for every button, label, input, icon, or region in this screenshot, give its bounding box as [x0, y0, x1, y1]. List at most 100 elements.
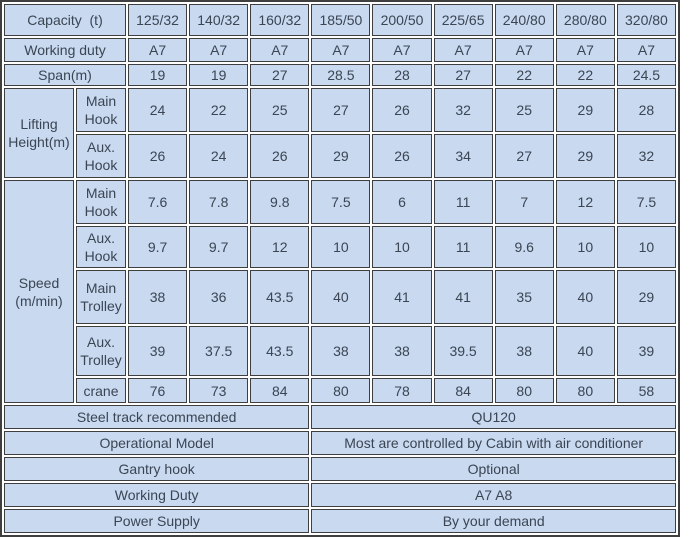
sub-row-label: Aux. Trolley — [76, 326, 126, 377]
footer-label: Operational Model — [4, 431, 310, 456]
capacity-value-cell: 240/80 — [494, 4, 554, 36]
table-row: Speed (m/min) Main Hook 7.6 7.8 9.8 7.5 6 11 7 12… — [4, 180, 676, 404]
capacity-value-cell: 185/50 — [311, 4, 371, 36]
data-cell: 7.8 — [189, 180, 249, 225]
table-row: Power Supply By your demand — [4, 509, 676, 534]
footer-value: QU120 — [311, 405, 676, 430]
data-cell: 26 — [128, 134, 188, 179]
data-cell: 19 — [189, 64, 249, 87]
data-cell: 32 — [616, 134, 676, 179]
data-cell: 36 — [189, 270, 249, 325]
data-cell: 7.5 — [616, 180, 676, 225]
data-cell: 7.5 — [311, 180, 371, 225]
data-cell: 28.5 — [311, 64, 371, 87]
data-cell: 9.6 — [494, 226, 554, 269]
data-cell: 25 — [250, 88, 310, 133]
data-cell: 40 — [311, 270, 371, 325]
data-cell: 11 — [433, 180, 493, 225]
footer-value: Optional — [311, 457, 676, 482]
data-cell: 39.5 — [433, 326, 493, 377]
data-cell: 76 — [128, 378, 188, 404]
sub-row-label: Main Hook — [76, 88, 126, 133]
data-cell: 43.5 — [250, 270, 310, 325]
data-cell: 39 — [128, 326, 188, 377]
table-row: Aux. Hook 26 24 26 29 26 34 27 29 32 — [4, 134, 676, 179]
capacity-value-cell: 225/65 — [433, 4, 493, 36]
data-cell: 24 — [189, 134, 249, 179]
data-cell: 40 — [555, 326, 615, 377]
data-cell: 11 — [433, 226, 493, 269]
row-label: Span(m) — [4, 64, 126, 87]
data-cell: 24.5 — [616, 64, 676, 87]
data-cell: 19 — [128, 64, 188, 87]
data-cell: 22 — [494, 64, 554, 87]
footer-value: By your demand — [311, 509, 676, 534]
data-cell: 38 — [128, 270, 188, 325]
data-cell: 84 — [250, 378, 310, 404]
table-row: Working Duty A7 A8 — [4, 483, 676, 508]
data-cell: A7 — [250, 38, 310, 62]
data-cell: 80 — [311, 378, 371, 404]
data-cell: A7 — [555, 38, 615, 62]
data-cell: 34 — [433, 134, 493, 179]
data-cell: 27 — [433, 64, 493, 87]
capacity-value-cell: 280/80 — [555, 4, 615, 36]
data-cell: 32 — [433, 88, 493, 133]
data-cell: 25 — [494, 88, 554, 133]
data-cell: A7 — [616, 38, 676, 62]
footer-value: A7 A8 — [311, 483, 676, 508]
table-row: Main Trolley 38 36 43.5 40 41 41 35 40 29 — [4, 270, 676, 325]
data-cell: 58 — [616, 378, 676, 404]
table-row: Working duty A7 A7 A7 A7 A7 A7 A7 A7 A7 — [4, 38, 676, 62]
data-cell: 28 — [372, 64, 432, 87]
capacity-header-label: Capacity (t) — [4, 4, 126, 36]
data-cell: 28 — [616, 88, 676, 133]
data-cell: 84 — [433, 378, 493, 404]
spec-table-body: Capacity (t) 125/32 140/32 160/32 185/50 200/… — [4, 4, 676, 534]
data-cell: A7 — [494, 38, 554, 62]
data-cell: A7 — [372, 38, 432, 62]
row-label: Working duty — [4, 38, 126, 62]
table-row: Lifting Height(m) Main Hook 24 22 25 27 26 32 25… — [4, 88, 676, 179]
capacity-value-cell: 125/32 — [128, 4, 188, 36]
data-cell: 39 — [616, 326, 676, 377]
data-cell: 10 — [372, 226, 432, 269]
sub-row-label: Main Hook — [76, 180, 126, 225]
data-cell: 26 — [372, 88, 432, 133]
sub-row-label: crane — [76, 378, 126, 404]
footer-label: Steel track recommended — [4, 405, 310, 430]
footer-value: Most are controlled by Cabin with air co… — [311, 431, 676, 456]
data-cell: 38 — [494, 326, 554, 377]
footer-label: Working Duty — [4, 483, 310, 508]
data-cell: 27 — [250, 64, 310, 87]
table-row: crane 76 73 84 80 78 84 80 80 58 — [4, 378, 676, 404]
footer-label: Power Supply — [4, 509, 310, 534]
group-label: Lifting Height(m) — [4, 88, 74, 179]
table-row: Aux. Trolley 39 37.5 43.5 38 38 39.5 38 40 39 — [4, 326, 676, 377]
sub-row-label: Main Trolley — [76, 270, 126, 325]
group-label: Speed (m/min) — [4, 180, 74, 404]
data-cell: 35 — [494, 270, 554, 325]
data-cell: 10 — [555, 226, 615, 269]
capacity-value-cell: 140/32 — [189, 4, 249, 36]
data-cell: A7 — [189, 38, 249, 62]
data-cell: 12 — [555, 180, 615, 225]
data-cell: A7 — [128, 38, 188, 62]
table-row: Aux. Hook 9.7 9.7 12 10 10 11 9.6 10 10 — [4, 226, 676, 269]
data-cell: 38 — [372, 326, 432, 377]
table-row: Steel track recommended QU120 — [4, 405, 676, 430]
data-cell: 7.6 — [128, 180, 188, 225]
table-row: Span(m) 19 19 27 28.5 28 27 22 22 24.5 — [4, 64, 676, 87]
data-cell: A7 — [311, 38, 371, 62]
table-row: Gantry hook Optional — [4, 457, 676, 482]
table-row: Capacity (t) 125/32 140/32 160/32 185/50 200/… — [4, 4, 676, 36]
capacity-value-cell: 200/50 — [372, 4, 432, 36]
data-cell: 41 — [433, 270, 493, 325]
data-cell: 40 — [555, 270, 615, 325]
data-cell: 10 — [616, 226, 676, 269]
data-cell: 80 — [555, 378, 615, 404]
capacity-value-cell: 160/32 — [250, 4, 310, 36]
data-cell: 22 — [189, 88, 249, 133]
table-row: Operational Model Most are controlled by … — [4, 431, 676, 456]
